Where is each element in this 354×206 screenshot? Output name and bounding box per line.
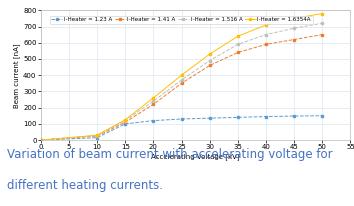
I-Heater = 1.516 A [207, 59, 212, 62]
I-Heater = 1.23 A [264, 115, 268, 118]
X-axis label: Accelerating Voltage [kV]: Accelerating Voltage [kV] [151, 153, 240, 160]
Legend: I-Heater = 1.23 A, I-Heater = 1.41 A, I-Heater = 1.516 A, I-Heater = 1.6354A: I-Heater = 1.23 A, I-Heater = 1.41 A, I-… [50, 16, 313, 24]
Text: Variation of beam current with accelerating voltage for: Variation of beam current with accelerat… [7, 148, 333, 161]
I-Heater = 1.41 A [320, 33, 324, 36]
I-Heater = 1.6354A [179, 74, 184, 76]
I-Heater = 1.6354A [207, 53, 212, 55]
I-Heater = 1.41 A [95, 135, 99, 137]
I-Heater = 1.516 A [236, 43, 240, 46]
Line: I-Heater = 1.516 A: I-Heater = 1.516 A [39, 22, 324, 141]
I-Heater = 1.516 A [179, 79, 184, 81]
I-Heater = 1.23 A [292, 115, 296, 117]
I-Heater = 1.6354A [95, 134, 99, 136]
I-Heater = 1.41 A [39, 139, 43, 141]
I-Heater = 1.41 A [151, 103, 155, 106]
I-Heater = 1.516 A [264, 33, 268, 36]
I-Heater = 1.23 A [236, 116, 240, 119]
I-Heater = 1.516 A [123, 119, 127, 122]
I-Heater = 1.41 A [179, 82, 184, 84]
I-Heater = 1.41 A [264, 43, 268, 46]
Text: different heating currents.: different heating currents. [7, 179, 163, 192]
I-Heater = 1.41 A [207, 64, 212, 67]
I-Heater = 1.516 A [151, 100, 155, 102]
I-Heater = 1.23 A [95, 136, 99, 139]
Y-axis label: Beam current [nA]: Beam current [nA] [13, 43, 20, 108]
I-Heater = 1.516 A [292, 27, 296, 29]
Line: I-Heater = 1.41 A: I-Heater = 1.41 A [39, 33, 324, 141]
I-Heater = 1.6354A [236, 35, 240, 37]
I-Heater = 1.41 A [236, 51, 240, 54]
I-Heater = 1.6354A [39, 139, 43, 141]
I-Heater = 1.23 A [320, 115, 324, 117]
Line: I-Heater = 1.23 A: I-Heater = 1.23 A [39, 115, 324, 141]
I-Heater = 1.23 A [179, 118, 184, 120]
I-Heater = 1.6354A [151, 97, 155, 99]
I-Heater = 1.6354A [123, 119, 127, 121]
I-Heater = 1.41 A [123, 121, 127, 123]
I-Heater = 1.23 A [207, 117, 212, 119]
I-Heater = 1.6354A [292, 17, 296, 20]
Line: I-Heater = 1.6354A: I-Heater = 1.6354A [39, 12, 324, 141]
I-Heater = 1.6354A [264, 24, 268, 26]
I-Heater = 1.516 A [95, 134, 99, 137]
I-Heater = 1.23 A [151, 119, 155, 122]
I-Heater = 1.41 A [292, 38, 296, 41]
I-Heater = 1.516 A [39, 139, 43, 141]
I-Heater = 1.6354A [320, 12, 324, 15]
I-Heater = 1.516 A [320, 22, 324, 25]
I-Heater = 1.23 A [39, 139, 43, 141]
I-Heater = 1.23 A [123, 123, 127, 125]
